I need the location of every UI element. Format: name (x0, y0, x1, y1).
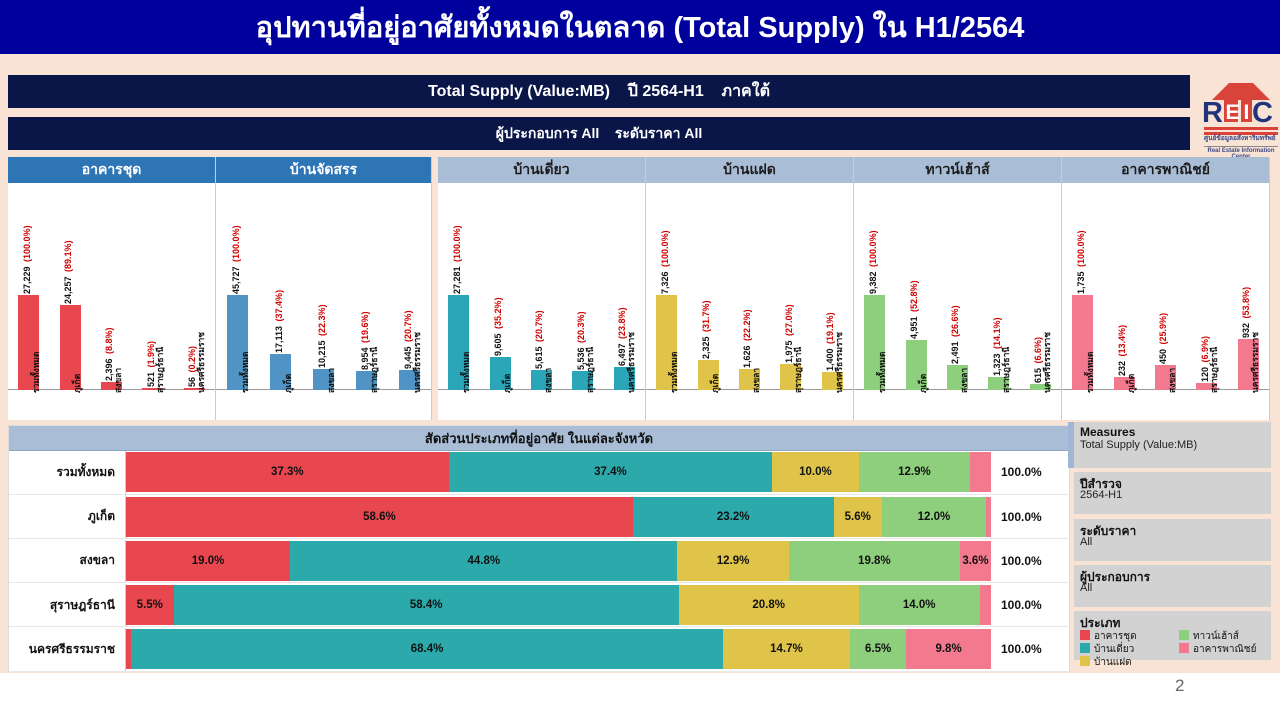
svg-text:I: I (1244, 101, 1250, 124)
svg-text:R: R (1202, 97, 1223, 129)
svg-text:E: E (1226, 101, 1240, 124)
svg-text:C: C (1252, 97, 1273, 129)
svg-text:ศูนย์ข้อมูลอสังหาริมทรัพย์: ศูนย์ข้อมูลอสังหาริมทรัพย์ (1204, 133, 1276, 143)
